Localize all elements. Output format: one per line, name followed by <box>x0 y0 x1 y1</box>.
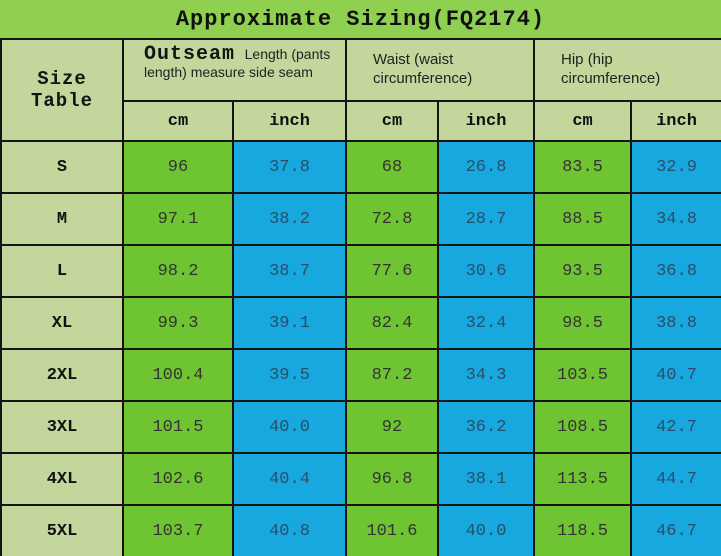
cm-value-cell: 88.5 <box>533 192 633 246</box>
inch-value-cell: 40.0 <box>436 504 536 556</box>
cm-value-cell: 113.5 <box>533 452 633 506</box>
cm-value-cell: 103.7 <box>122 504 234 556</box>
waist-label: Waist (waist circumference) <box>373 51 473 87</box>
table-row: L 98.2 38.7 77.6 30.6 93.5 36.8 <box>0 244 721 298</box>
inch-value-cell: 38.2 <box>232 192 347 246</box>
column-group-hip: Hip (hip circumference) <box>533 38 721 102</box>
outseam-label-strong: Outseam <box>144 43 236 66</box>
unit-header-outseam-cm: cm <box>122 100 234 142</box>
table-row: XL 99.3 39.1 82.4 32.4 98.5 38.8 <box>0 296 721 350</box>
size-label: 2XL <box>0 348 124 402</box>
unit-header-hip-inch: inch <box>630 100 721 142</box>
column-group-outseam: Outseam Length (pants length) measure si… <box>122 38 347 102</box>
table-row: 4XL 102.6 40.4 96.8 38.1 113.5 44.7 <box>0 452 721 506</box>
cm-value-cell: 103.5 <box>533 348 633 402</box>
inch-value-cell: 32.4 <box>436 296 536 350</box>
unit-header-waist-cm: cm <box>345 100 439 142</box>
inch-value-cell: 40.4 <box>232 452 347 506</box>
table-row: S 96 37.8 68 26.8 83.5 32.9 <box>0 140 721 194</box>
header-group-row: Size Table Outseam Length (pants length)… <box>0 38 721 142</box>
inch-value-cell: 36.2 <box>436 400 536 454</box>
inch-value-cell: 34.8 <box>630 192 721 246</box>
unit-header-hip-cm: cm <box>533 100 633 142</box>
inch-value-cell: 46.7 <box>630 504 721 556</box>
column-group-waist: Waist (waist circumference) <box>344 38 536 102</box>
size-label: 3XL <box>0 400 124 454</box>
inch-value-cell: 40.8 <box>232 504 347 556</box>
inch-value-cell: 39.5 <box>232 348 347 402</box>
cm-value-cell: 96 <box>122 140 234 194</box>
table-row: 5XL 103.7 40.8 101.6 40.0 118.5 46.7 <box>0 504 721 556</box>
cm-value-cell: 68 <box>345 140 439 194</box>
corner-label: Size Table <box>0 38 124 142</box>
cm-value-cell: 87.2 <box>345 348 439 402</box>
table-row: 3XL 101.5 40.0 92 36.2 108.5 42.7 <box>0 400 721 454</box>
header-unit-row: cm inch cm inch cm inch <box>1 100 721 142</box>
size-label: M <box>0 192 124 246</box>
cm-value-cell: 72.8 <box>345 192 439 246</box>
inch-value-cell: 28.7 <box>436 192 536 246</box>
inch-value-cell: 38.1 <box>436 452 536 506</box>
table-row: 2XL 100.4 39.5 87.2 34.3 103.5 40.7 <box>0 348 721 402</box>
size-table-head: Size Table Outseam Length (pants length)… <box>0 38 721 142</box>
cm-value-cell: 102.6 <box>122 452 234 506</box>
table-row: M 97.1 38.2 72.8 28.7 88.5 34.8 <box>0 192 721 246</box>
cm-value-cell: 118.5 <box>533 504 633 556</box>
inch-value-cell: 40.7 <box>630 348 721 402</box>
inch-value-cell: 26.8 <box>436 140 536 194</box>
cm-value-cell: 101.6 <box>345 504 439 556</box>
cm-value-cell: 96.8 <box>345 452 439 506</box>
inch-value-cell: 38.8 <box>630 296 721 350</box>
cm-value-cell: 93.5 <box>533 244 633 298</box>
inch-value-cell: 38.7 <box>232 244 347 298</box>
inch-value-cell: 44.7 <box>630 452 721 506</box>
inch-value-cell: 36.8 <box>630 244 721 298</box>
cm-value-cell: 101.5 <box>122 400 234 454</box>
unit-header-waist-inch: inch <box>436 100 536 142</box>
size-table-body: S 96 37.8 68 26.8 83.5 32.9 M 97.1 38.2 72.8 28.7 88… <box>0 140 721 556</box>
cm-value-cell: 97.1 <box>122 192 234 246</box>
hip-label: Hip (hip circumference) <box>561 51 661 87</box>
size-label: L <box>0 244 124 298</box>
cm-value-cell: 77.6 <box>345 244 439 298</box>
size-label: XL <box>0 296 124 350</box>
inch-value-cell: 42.7 <box>630 400 721 454</box>
cm-value-cell: 108.5 <box>533 400 633 454</box>
page-title: Approximate Sizing(FQ2174) <box>0 0 721 38</box>
size-table: Size Table Outseam Length (pants length)… <box>0 38 721 556</box>
cm-value-cell: 99.3 <box>122 296 234 350</box>
inch-value-cell: 37.8 <box>232 140 347 194</box>
inch-value-cell: 32.9 <box>630 140 721 194</box>
inch-value-cell: 39.1 <box>232 296 347 350</box>
inch-value-cell: 30.6 <box>436 244 536 298</box>
outseam-label-description: Length (pants length) measure side seam <box>144 46 331 80</box>
cm-value-cell: 98.2 <box>122 244 234 298</box>
inch-value-cell: 40.0 <box>232 400 347 454</box>
inch-value-cell: 34.3 <box>436 348 536 402</box>
size-label: S <box>0 140 124 194</box>
unit-header-outseam-inch: inch <box>232 100 347 142</box>
size-label: 5XL <box>0 504 124 556</box>
cm-value-cell: 82.4 <box>345 296 439 350</box>
size-label: 4XL <box>0 452 124 506</box>
cm-value-cell: 92 <box>345 400 439 454</box>
cm-value-cell: 100.4 <box>122 348 234 402</box>
cm-value-cell: 83.5 <box>533 140 633 194</box>
cm-value-cell: 98.5 <box>533 296 633 350</box>
